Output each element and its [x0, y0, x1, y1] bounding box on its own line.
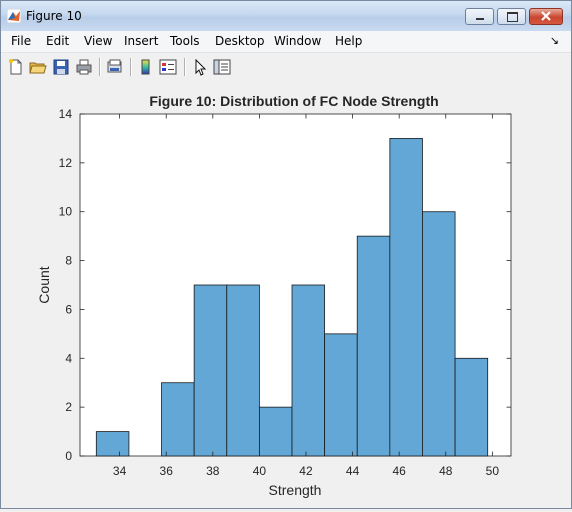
x-tick-label: 40: [253, 464, 267, 478]
x-tick-label: 38: [206, 464, 220, 478]
x-tick-label: 42: [299, 464, 313, 478]
print-preview-icon[interactable]: [106, 58, 124, 76]
print-icon[interactable]: [75, 58, 93, 76]
insert-legend-icon[interactable]: [159, 58, 177, 76]
save-icon[interactable]: [52, 58, 70, 76]
histogram-bar[interactable]: [324, 333, 358, 457]
x-tick-label: 50: [486, 464, 500, 478]
plot-browser-icon[interactable]: [213, 58, 231, 76]
menu-edit[interactable]: Edit: [46, 34, 70, 48]
insert-colorbar-icon[interactable]: [137, 58, 155, 76]
toolbar-separator: [99, 58, 101, 76]
histogram-bar[interactable]: [291, 284, 326, 457]
close-icon: [541, 11, 551, 21]
y-tick-label: 12: [59, 156, 73, 170]
y-tick-label: 2: [65, 400, 72, 414]
histogram-bar[interactable]: [422, 211, 456, 457]
menu-file[interactable]: File: [11, 34, 32, 48]
x-tick-label: 36: [160, 464, 174, 478]
x-tick-label: 46: [392, 464, 406, 478]
close-button[interactable]: [529, 8, 563, 25]
bars-group: [95, 138, 489, 457]
title-bar[interactable]: Figure 10: [1, 1, 571, 31]
x-axis-label: Strength: [269, 482, 322, 498]
x-tick-label: 34: [113, 464, 127, 478]
y-tick-label: 8: [65, 254, 72, 268]
x-tick-label: 48: [439, 464, 453, 478]
histogram-bar[interactable]: [193, 284, 228, 457]
minimize-icon: [476, 18, 484, 20]
histogram-chart: Figure 10: Distribution of FC Node Stren…: [36, 93, 512, 498]
y-axis-label: Count: [36, 266, 52, 303]
maximize-icon: [507, 12, 518, 22]
menu-help[interactable]: Help: [335, 34, 363, 48]
window-title: Figure 10: [26, 9, 82, 23]
chart-title: Figure 10: Distribution of FC Node Stren…: [149, 93, 438, 109]
y-tick-label: 6: [65, 302, 72, 316]
maximize-button[interactable]: [497, 8, 526, 25]
figure-canvas: Figure 10: Distribution of FC Node Stren…: [1, 81, 571, 508]
menu-view[interactable]: View: [84, 34, 113, 48]
y-tick-label: 14: [59, 107, 73, 121]
minimize-button[interactable]: [465, 8, 494, 25]
histogram-bar[interactable]: [226, 284, 260, 457]
menu-tools[interactable]: Tools: [170, 34, 200, 48]
histogram-bar[interactable]: [389, 138, 423, 457]
menu-desktop[interactable]: Desktop: [215, 34, 265, 48]
x-tick-label: 44: [346, 464, 360, 478]
histogram-bar[interactable]: [161, 382, 195, 457]
y-tick-label: 4: [65, 351, 72, 365]
dock-arrow-icon[interactable]: ↘: [549, 34, 559, 47]
open-file-icon[interactable]: [29, 58, 47, 76]
histogram-bar[interactable]: [95, 431, 130, 457]
menu-window[interactable]: Window: [274, 34, 322, 48]
matlab-icon: [7, 9, 21, 23]
histogram-bar[interactable]: [454, 357, 489, 457]
edit-plot-icon[interactable]: [191, 58, 209, 76]
y-tick-label: 10: [59, 205, 73, 219]
histogram-bar[interactable]: [258, 406, 293, 457]
toolbar-separator: [130, 58, 132, 76]
toolbar-separator: [184, 58, 186, 76]
y-tick-label: 0: [65, 449, 72, 463]
new-figure-icon[interactable]: [7, 58, 25, 76]
histogram-bar[interactable]: [356, 235, 391, 457]
menu-insert[interactable]: Insert: [124, 34, 159, 48]
toolbar: [1, 52, 571, 82]
menu-bar: File Edit View Insert Tools Desktop Wind…: [1, 31, 571, 52]
